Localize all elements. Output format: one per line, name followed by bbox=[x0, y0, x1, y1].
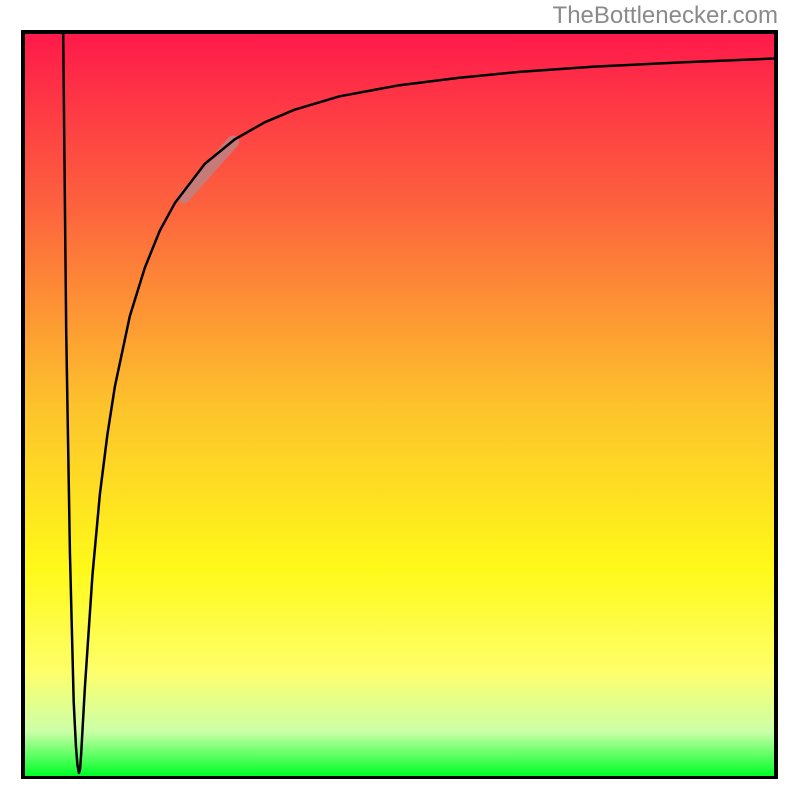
curve-layer bbox=[25, 34, 774, 776]
highlight-band bbox=[184, 142, 233, 198]
frame-right bbox=[774, 30, 778, 779]
bottleneck-curve bbox=[63, 34, 774, 773]
watermark-text: TheBottlenecker.com bbox=[553, 2, 778, 30]
frame-bottom bbox=[21, 776, 778, 779]
